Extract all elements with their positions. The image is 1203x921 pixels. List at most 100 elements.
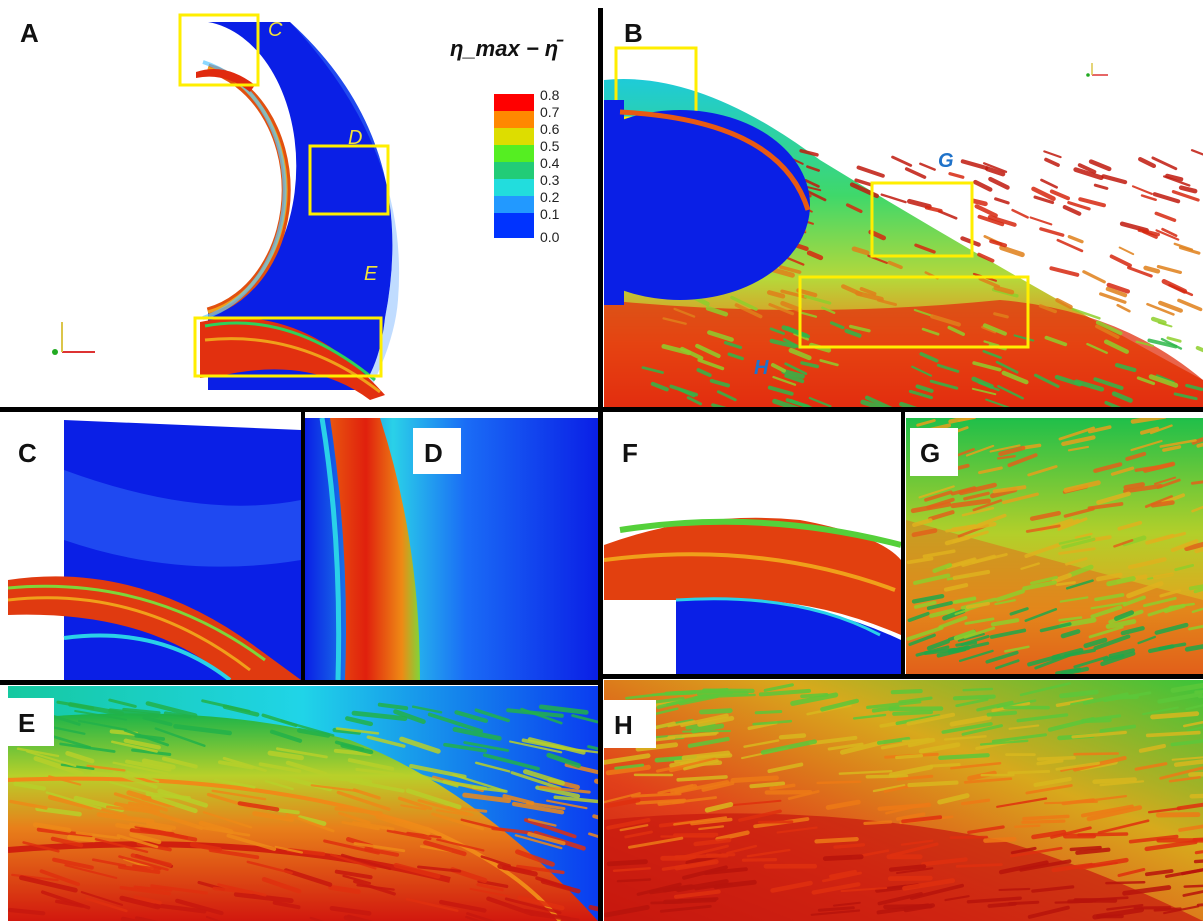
fiber-stroke — [932, 562, 953, 573]
panel-a-box-d — [308, 144, 390, 216]
fiber-stroke — [1168, 775, 1202, 783]
fiber-stroke — [1029, 511, 1062, 521]
fiber-stroke — [1150, 500, 1175, 508]
fiber-stroke — [1090, 601, 1127, 610]
fiber-stroke — [769, 783, 796, 791]
fiber-stroke — [1099, 724, 1137, 733]
fiber-stroke — [1177, 298, 1203, 312]
fiber-stroke — [606, 859, 648, 867]
fiber-stroke — [1183, 720, 1203, 728]
fiber-stroke — [1174, 563, 1195, 572]
fiber-stroke — [283, 868, 333, 887]
fiber-stroke — [908, 389, 933, 400]
fiber-stroke — [341, 820, 380, 831]
fiber-stroke — [908, 633, 936, 647]
fiber-stroke — [728, 799, 782, 807]
panel-label-b: B — [624, 18, 643, 48]
fiber-stroke — [948, 418, 976, 424]
fiber-stroke — [1021, 819, 1066, 824]
fiber-stroke — [1080, 804, 1134, 818]
fiber-stroke — [1150, 462, 1174, 471]
fiber-stroke — [1158, 300, 1183, 313]
fiber-stroke — [1051, 573, 1072, 584]
fiber-stroke — [678, 388, 696, 398]
fiber-stroke — [820, 698, 859, 712]
panel-label-d-bg — [413, 428, 461, 474]
fiber-stroke — [475, 761, 511, 773]
fiber-stroke — [16, 747, 60, 758]
fiber-stroke — [941, 722, 993, 734]
fiber-stroke — [957, 632, 985, 642]
fiber-stroke — [1176, 802, 1203, 811]
fiber-stroke — [901, 737, 935, 743]
fiber-stroke — [677, 897, 719, 903]
fiber-stroke — [1011, 208, 1029, 219]
fiber-stroke — [960, 159, 989, 171]
fiber-stroke — [1184, 644, 1203, 652]
fiber-stroke — [1105, 286, 1128, 298]
fiber-stroke — [1087, 502, 1124, 511]
fiber-stroke — [900, 839, 934, 846]
fiber-stroke — [961, 724, 1003, 736]
fiber-stroke — [1030, 575, 1058, 585]
fiber-stroke — [952, 694, 996, 701]
fiber-stroke — [1075, 847, 1111, 855]
fiber-stroke — [399, 736, 441, 754]
fiber-stroke — [967, 825, 1005, 835]
fiber-stroke — [1050, 826, 1092, 839]
panel-label-e-bg — [8, 698, 54, 746]
fiber-stroke — [781, 368, 805, 379]
fiber-stroke — [995, 659, 1020, 670]
fiber-stroke — [641, 366, 664, 374]
fiber-stroke — [958, 649, 994, 663]
fiber-stroke — [919, 352, 939, 363]
fiber-stroke — [1150, 316, 1167, 325]
fiber-stroke — [1171, 190, 1200, 202]
fiber-stroke — [961, 554, 997, 567]
fiber-stroke — [67, 834, 97, 843]
fiber-stroke — [132, 864, 162, 871]
colorbar-tick-2: 0.6 — [540, 121, 560, 137]
fiber-stroke — [780, 300, 803, 313]
fiber-stroke — [930, 763, 961, 768]
fiber-stroke — [817, 906, 855, 912]
fiber-stroke — [674, 859, 719, 871]
fiber-stroke — [333, 748, 372, 757]
fiber-stroke — [993, 285, 1015, 295]
panel-b-interface — [619, 109, 811, 211]
fiber-stroke — [681, 731, 719, 738]
fiber-stroke — [619, 824, 649, 832]
fiber-stroke — [1058, 535, 1091, 545]
fiber-stroke — [335, 727, 380, 735]
fiber-stroke — [904, 167, 927, 179]
fiber-stroke — [890, 689, 923, 695]
fiber-stroke — [1122, 885, 1172, 896]
fiber-stroke — [1184, 541, 1203, 552]
fiber-stroke — [625, 690, 681, 700]
fiber-stroke — [1086, 342, 1108, 354]
fiber-stroke — [1137, 635, 1157, 645]
fiber-stroke — [516, 864, 565, 875]
fiber-stroke — [1044, 157, 1060, 167]
fiber-stroke — [527, 832, 566, 846]
fiber-stroke — [1160, 337, 1183, 350]
fiber-stroke — [1022, 814, 1070, 821]
fiber-stroke — [790, 692, 839, 706]
fiber-stroke — [77, 719, 128, 731]
fiber-stroke — [734, 303, 763, 319]
fiber-stroke — [1024, 607, 1058, 623]
fiber-stroke — [754, 710, 783, 715]
fiber-stroke — [1157, 692, 1203, 704]
fiber-stroke — [1025, 784, 1073, 795]
fiber-stroke — [955, 698, 989, 708]
fiber-stroke — [109, 781, 154, 795]
fiber-stroke — [695, 343, 721, 359]
fiber-stroke — [364, 847, 400, 857]
panel-f-fiber-green — [619, 518, 901, 548]
fiber-stroke — [758, 820, 794, 824]
fiber-stroke — [808, 735, 858, 746]
fiber-stroke — [970, 198, 988, 207]
fiber-stroke — [1083, 637, 1108, 649]
fiber-stroke — [787, 790, 820, 800]
fiber-stroke — [949, 835, 989, 839]
